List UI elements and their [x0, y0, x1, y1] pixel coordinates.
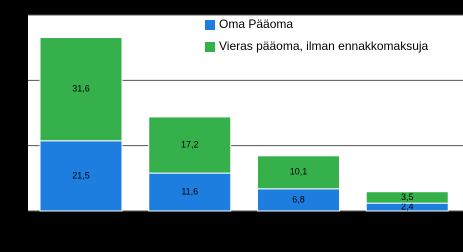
legend-swatch	[205, 20, 215, 30]
bar-segment	[148, 172, 232, 212]
bar-segment	[257, 155, 340, 190]
legend-swatch	[205, 42, 215, 52]
data-label: 17,2	[181, 139, 199, 149]
data-label: 11,6	[181, 186, 198, 196]
bar-segment	[148, 116, 232, 174]
data-label: 3,5	[401, 192, 414, 202]
data-label: 10,1	[290, 167, 308, 177]
legend-label: Vieras pääoma, ilman ennakkomaksuja	[219, 39, 429, 53]
data-label: 31,6	[72, 84, 90, 94]
data-label: 21,5	[72, 170, 90, 180]
data-label: 6,8	[292, 194, 305, 204]
bar-segment	[39, 37, 123, 142]
bar-segment	[365, 191, 449, 204]
legend-label: Oma Pääoma	[219, 17, 293, 31]
data-label: 2,4	[401, 201, 414, 211]
